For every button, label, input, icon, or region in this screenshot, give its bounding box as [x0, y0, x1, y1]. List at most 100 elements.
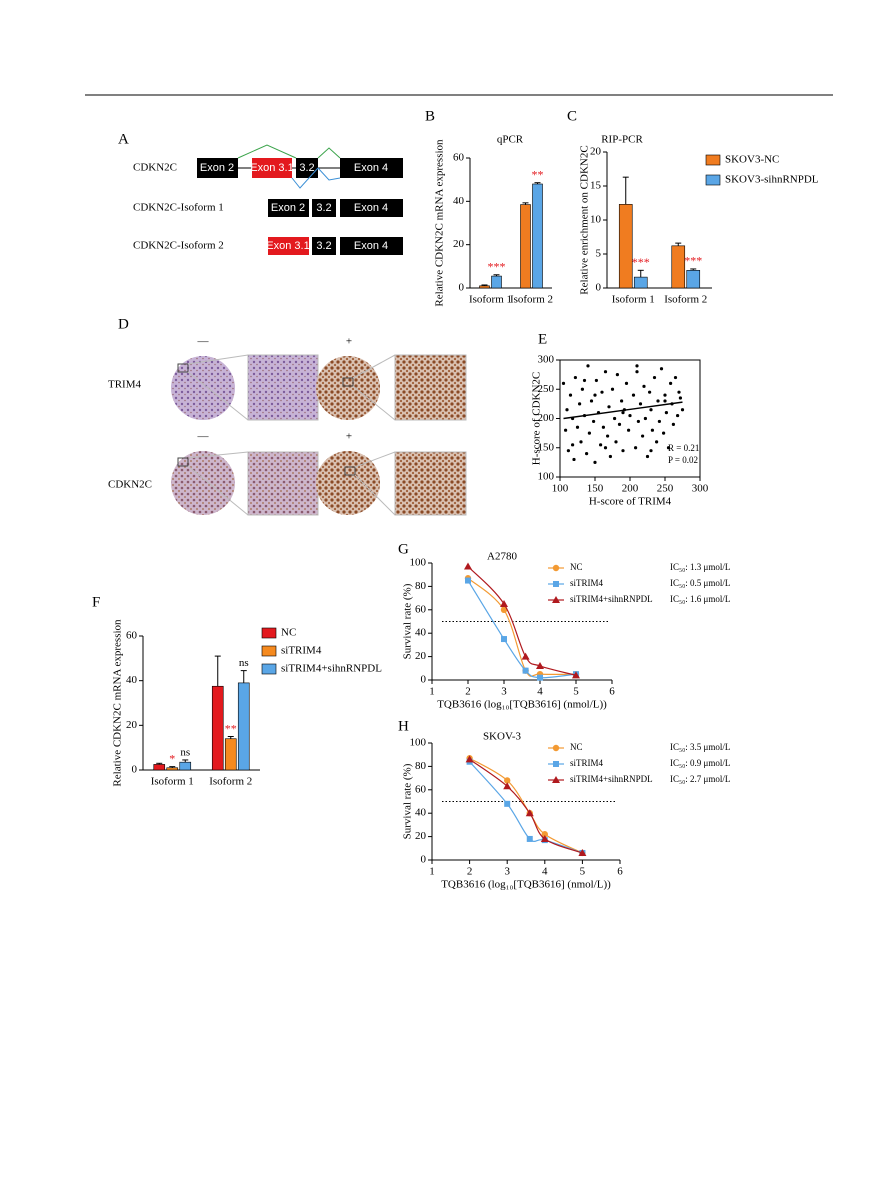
zoom-line [354, 451, 396, 468]
point [540, 834, 549, 842]
point [620, 399, 624, 403]
chart-title: SKOV-3 [483, 731, 522, 743]
significance-label: *** [684, 254, 702, 268]
point [578, 402, 582, 406]
point [673, 375, 678, 380]
point [575, 425, 580, 429]
point [641, 434, 645, 438]
x-tick-label: Isoform 1 [612, 294, 655, 306]
point [601, 425, 606, 429]
y-tick-label: 150 [538, 441, 555, 453]
point [537, 674, 543, 681]
legend-marker [552, 744, 560, 752]
x-tick-label: 200 [622, 483, 639, 495]
point [541, 831, 548, 838]
x-tick-label: 5 [573, 686, 579, 698]
series-line [467, 577, 577, 677]
splice-arc [291, 167, 319, 189]
point [566, 449, 571, 453]
point [652, 375, 657, 380]
exon-box [296, 158, 318, 178]
significance-label: * [169, 751, 175, 765]
point [522, 667, 529, 674]
ic50-annotation: IC₅₀: 2.7 μmol/L [670, 774, 730, 784]
legend-label: siTRIM4+sihnRNPDL [570, 774, 653, 784]
y-tick-label: 80 [415, 760, 427, 772]
ihc-panel: D TRIM4 CDKN2C — + — + [108, 316, 467, 516]
y-tick-label: 20 [126, 719, 138, 731]
point [649, 408, 653, 412]
point [656, 399, 660, 403]
x-tick-label: 3 [501, 686, 507, 698]
point [615, 373, 620, 377]
x-tick-label: 5 [580, 866, 586, 878]
point [600, 390, 604, 394]
tissue-core [171, 356, 235, 420]
exon-label: Exon 4 [354, 240, 388, 252]
y-tick-label: 60 [126, 630, 138, 642]
point [521, 652, 530, 660]
panel-label: B [425, 108, 435, 124]
point [572, 671, 580, 679]
point [536, 661, 544, 669]
point [628, 413, 632, 418]
legend-label: NC [570, 562, 583, 572]
zoom-line [354, 474, 396, 516]
bar [491, 275, 502, 289]
panel-label: F [92, 594, 100, 610]
ic50-annotation: IC₅₀: 1.6 μmol/L [670, 594, 730, 604]
point [624, 381, 629, 385]
x-axis-label: TQB3616 (log₁₀[TQB3616] (nmol/L)) [437, 699, 607, 711]
point [680, 408, 685, 412]
x-tick-label: Isoform 2 [510, 294, 553, 306]
sign-label: — [197, 336, 210, 348]
y-tick-label: 40 [415, 627, 427, 639]
splice-arc [317, 147, 341, 159]
point [664, 411, 669, 415]
legend-label: siTRIM4+sihnRNPDL [570, 594, 653, 604]
zoom-image [247, 354, 319, 421]
point [613, 416, 617, 421]
y-axis-label: H-score of CDKN2C [531, 372, 543, 465]
ic50-annotation: IC₅₀: 0.5 μmol/L [670, 578, 730, 588]
point [592, 419, 596, 424]
bar [618, 204, 633, 289]
point [621, 411, 625, 415]
panel-label: E [538, 331, 547, 347]
x-tick-label: 6 [617, 866, 623, 878]
y-tick-label: 100 [538, 471, 555, 483]
chart-title: A2780 [487, 551, 517, 563]
point [666, 446, 671, 450]
point [589, 399, 594, 403]
point [500, 606, 508, 613]
point [587, 431, 592, 435]
x-tick-label: 4 [537, 686, 543, 698]
point [634, 446, 638, 450]
point [504, 800, 511, 807]
exon-label: Exon 2 [200, 162, 234, 174]
y-tick-label: 0 [596, 282, 602, 294]
point [648, 390, 652, 394]
point [465, 577, 471, 584]
point [568, 393, 573, 397]
bar [520, 204, 531, 289]
row-label: CDKN2C [108, 479, 152, 491]
point [593, 460, 597, 464]
point [676, 413, 680, 418]
row-label: TRIM4 [108, 379, 142, 391]
x-tick-label: 1 [429, 686, 435, 698]
exon-box [197, 158, 238, 178]
bar [686, 270, 701, 289]
exon-label: Exon 2 [271, 202, 305, 214]
significance-label: ** [532, 167, 544, 181]
panel-label: C [567, 108, 577, 124]
point [671, 422, 676, 426]
point [662, 431, 666, 435]
y-tick-label: 100 [410, 557, 427, 569]
legend-marker [552, 564, 560, 572]
y-axis-label: Relative enrichment on CDKN2C [579, 145, 591, 294]
point [603, 446, 608, 450]
zoom-image [394, 354, 467, 421]
x-tick-label: Isoform 2 [209, 776, 252, 788]
